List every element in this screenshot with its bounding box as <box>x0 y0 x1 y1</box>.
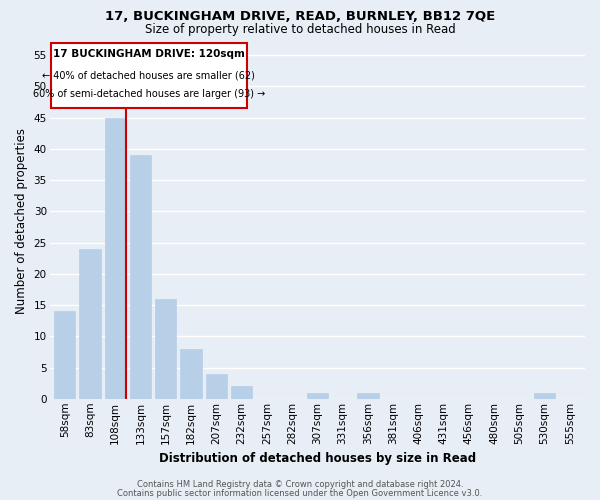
Bar <box>130 155 151 399</box>
Text: ← 40% of detached houses are smaller (62): ← 40% of detached houses are smaller (62… <box>42 70 255 80</box>
Bar <box>79 249 101 399</box>
Text: Contains HM Land Registry data © Crown copyright and database right 2024.: Contains HM Land Registry data © Crown c… <box>137 480 463 489</box>
Text: 17 BUCKINGHAM DRIVE: 120sqm: 17 BUCKINGHAM DRIVE: 120sqm <box>53 49 245 59</box>
Bar <box>357 392 379 399</box>
Bar <box>206 374 227 399</box>
Bar <box>307 392 328 399</box>
Text: Contains public sector information licensed under the Open Government Licence v3: Contains public sector information licen… <box>118 488 482 498</box>
Y-axis label: Number of detached properties: Number of detached properties <box>15 128 28 314</box>
Bar <box>51 42 247 108</box>
Bar <box>54 312 76 399</box>
Bar <box>180 349 202 399</box>
X-axis label: Distribution of detached houses by size in Read: Distribution of detached houses by size … <box>159 452 476 465</box>
Bar <box>104 118 126 399</box>
Bar <box>231 386 252 399</box>
Text: 17, BUCKINGHAM DRIVE, READ, BURNLEY, BB12 7QE: 17, BUCKINGHAM DRIVE, READ, BURNLEY, BB1… <box>105 10 495 23</box>
Text: 60% of semi-detached houses are larger (93) →: 60% of semi-detached houses are larger (… <box>32 89 265 99</box>
Bar <box>534 392 556 399</box>
Text: Size of property relative to detached houses in Read: Size of property relative to detached ho… <box>145 22 455 36</box>
Bar <box>155 299 176 399</box>
